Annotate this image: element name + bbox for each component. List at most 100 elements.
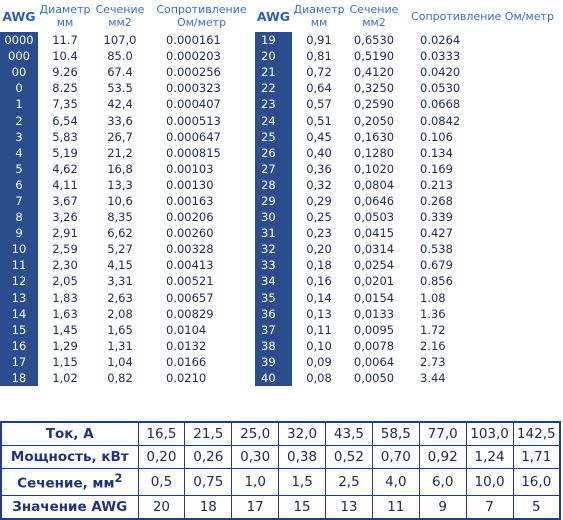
awg-cell: 12 xyxy=(0,273,38,290)
awg-value-cell: 13 xyxy=(325,495,373,520)
awg-cell: 20 xyxy=(255,48,292,65)
power-cell: 0,38 xyxy=(278,445,326,469)
resistance-cell: 0.427 xyxy=(420,226,453,241)
section-cell: 0,4120 xyxy=(353,65,395,80)
awg-cell: 35 xyxy=(255,289,292,306)
awg-row: 8 3,26 8,35 0.00206 30 0,25 0,0503 0.339 xyxy=(0,209,563,226)
section-cell: 1,04 xyxy=(107,354,133,369)
section-cell: 5,27 xyxy=(107,242,133,257)
awg-value-cell: 11 xyxy=(371,495,420,520)
current-power-table: Ток, А 16,5 21,5 25,0 32,0 43,5 58,5 77,0 103,0… xyxy=(0,421,561,520)
power-label: Мощность, кВт xyxy=(0,445,139,469)
awg-row: 10 2,59 5,27 0.00328 32 0,20 0,0314 0.538 xyxy=(0,241,563,258)
diameter-cell: 4,11 xyxy=(52,177,78,192)
awg-cell: 28 xyxy=(255,176,292,193)
resistance-cell: 0.000256 xyxy=(166,65,221,80)
section-cell: 6,0 xyxy=(418,468,467,496)
awg-cell: 38 xyxy=(255,337,292,354)
power-cell: 0,20 xyxy=(137,445,186,469)
awg-cell: 24 xyxy=(255,112,292,129)
diameter-cell: 5,83 xyxy=(52,129,78,144)
resistance-cell: 0.000407 xyxy=(166,97,221,112)
awg-cell: 0000 xyxy=(0,32,38,49)
awg-cell: 10 xyxy=(0,241,38,258)
awg-header-right: AWG xyxy=(256,8,291,24)
awg-row: 1 7,35 42,4 0.000407 23 0,57 0,2590 0.0668 xyxy=(0,96,563,113)
diameter-cell: 6,54 xyxy=(52,113,78,128)
current-label: Ток, А xyxy=(0,421,139,446)
diameter-cell: 0,13 xyxy=(306,306,332,321)
section-cell: 42,4 xyxy=(107,97,133,112)
resistance-cell: 0.00328 xyxy=(166,242,214,257)
awg-cell: 7 xyxy=(0,192,38,210)
power-row: Мощность, кВт 0,20 0,26 0,30 0,38 0,52 0,70 0,… xyxy=(0,445,561,469)
awg-cell: 5 xyxy=(0,160,38,177)
resistance-cell: 0.0132 xyxy=(166,338,207,353)
diameter-cell: 3,67 xyxy=(52,193,78,208)
section-row: Сечение, мм2 0,5 0,75 1,0 1,5 2,5 4,0 6,0 10,0 1… xyxy=(0,468,561,496)
diameter-cell: 7,35 xyxy=(52,97,78,112)
section-cell: 1,0 xyxy=(231,468,280,496)
awg-cell: 1 xyxy=(0,96,38,113)
diameter-cell: 1,29 xyxy=(52,338,78,353)
diameter-cell: 1,83 xyxy=(52,290,78,305)
awg-cell: 39 xyxy=(255,353,292,370)
section-cell: 1,5 xyxy=(278,468,326,496)
resistance-cell: 0.00829 xyxy=(166,306,214,321)
awg-cell: 32 xyxy=(255,241,292,258)
diameter-cell: 0,29 xyxy=(306,193,332,208)
awg-cell: 9 xyxy=(0,225,38,242)
header-row: AWG Диаметр мм Сечение мм2 Сопротивление… xyxy=(0,0,563,32)
diameter-cell: 3,26 xyxy=(52,210,78,225)
resistance-cell: 0.339 xyxy=(420,210,453,225)
awg-cell: 31 xyxy=(255,225,292,242)
diameter-cell: 0,23 xyxy=(306,226,332,241)
awg-reference-table: AWG Диаметр мм Сечение мм2 Сопротивление… xyxy=(0,0,563,387)
section-cell: 16,8 xyxy=(107,161,133,176)
current-cell: 21,5 xyxy=(184,421,233,446)
diameter-cell: 1,45 xyxy=(52,322,78,337)
diameter-cell: 2,30 xyxy=(52,258,78,273)
current-cell: 58,5 xyxy=(371,421,420,446)
section-cell: 0,1020 xyxy=(353,161,395,176)
section-cell: 1,31 xyxy=(107,338,133,353)
resistance-cell: 0.00163 xyxy=(166,193,214,208)
diameter-header: Диаметр мм xyxy=(39,3,91,29)
section-cell: 3,31 xyxy=(107,274,133,289)
awg-value-cell: 5 xyxy=(512,495,561,520)
diameter-cell: 0,08 xyxy=(306,371,332,386)
awg-row: 14 1,63 2,08 0.00829 36 0,13 0,0133 1.36 xyxy=(0,305,563,322)
diameter-cell: 0,20 xyxy=(306,242,332,257)
awg-cell: 6 xyxy=(0,176,38,193)
awg-row: 2 6,54 33,6 0.000513 24 0,51 0,2050 0.0842 xyxy=(0,112,563,129)
diameter-cell: 0,09 xyxy=(306,354,332,369)
diameter-cell: 0,32 xyxy=(306,177,332,192)
resistance-cell: 0.00260 xyxy=(166,226,214,241)
resistance-cell: 0.268 xyxy=(420,193,453,208)
resistance-cell: 0.000161 xyxy=(166,33,221,48)
diameter-cell: 0,81 xyxy=(306,49,332,64)
section-cell: 26,7 xyxy=(107,129,133,144)
awg-cell: 27 xyxy=(255,160,292,177)
awg-cell: 17 xyxy=(0,353,38,370)
awg-cell: 11 xyxy=(0,257,38,274)
section-cell: 85.0 xyxy=(107,49,133,64)
awg-cell: 29 xyxy=(255,192,292,210)
resistance-cell: 0.0166 xyxy=(166,354,207,369)
section-cell: 2,5 xyxy=(325,468,373,496)
diameter-cell: 10.4 xyxy=(52,49,78,64)
section-cell: 0,0201 xyxy=(353,274,395,289)
diameter-cell: 11.7 xyxy=(52,33,78,48)
resistance-cell: 0.00657 xyxy=(166,290,214,305)
awg-row: 4 5,19 21,2 0.000815 26 0,40 0,1280 0.134 xyxy=(0,144,563,161)
section-cell: 0,0095 xyxy=(353,322,395,337)
section-label: Сечение, мм2 xyxy=(0,468,139,496)
resistance-cell: 0.0104 xyxy=(166,322,207,337)
awg-value-label: Значение AWG xyxy=(0,495,139,520)
resistance-cell: 0.0842 xyxy=(420,113,461,128)
diameter-cell: 9.26 xyxy=(52,65,78,80)
awg-cell: 36 xyxy=(255,305,292,322)
section-cell: 0,0503 xyxy=(353,210,395,225)
resistance-cell: 0.106 xyxy=(420,129,453,144)
section-cell: 0,0804 xyxy=(353,177,395,192)
